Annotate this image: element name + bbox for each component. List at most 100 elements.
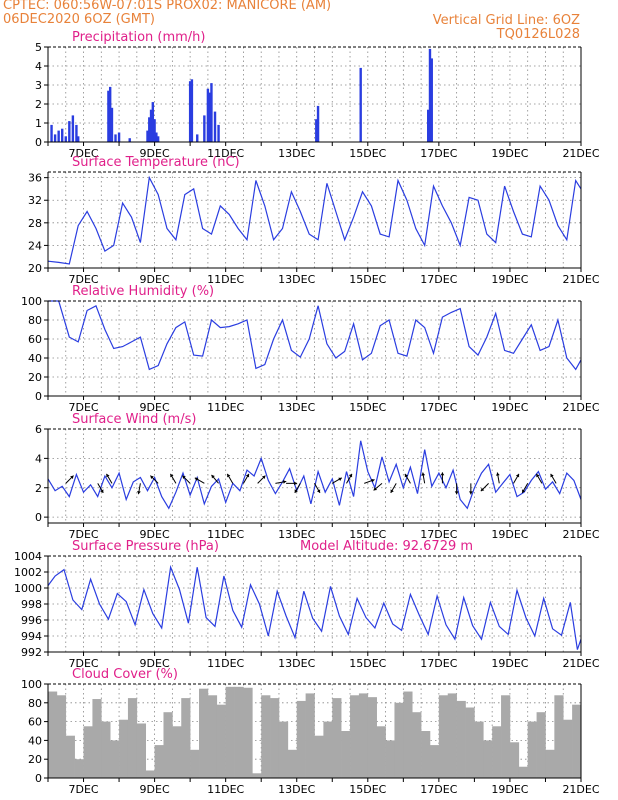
- panel-precip-xtick-label: 21DEC: [562, 147, 599, 160]
- cloud-bar: [163, 712, 173, 778]
- panel-rh-xtick-label: 19DEC: [491, 401, 528, 414]
- panel-temp-ytick-label: 24: [28, 239, 42, 252]
- cloud-bar: [350, 695, 360, 778]
- panel-rh-xtick-label: 11DEC: [207, 401, 244, 414]
- cloud-bar: [358, 693, 369, 778]
- cloud-bar: [243, 687, 253, 778]
- panel-precip-ytick-label: 5: [35, 41, 42, 54]
- panel-precip-ytick-label: 3: [35, 79, 42, 92]
- wind-arrow-head: [182, 475, 186, 479]
- precip-bar: [151, 102, 155, 142]
- panel-cloud-xtick-label: 21DEC: [562, 783, 599, 796]
- panel-cloud-xtick-label: 7DEC: [68, 783, 98, 796]
- panel-pres-ytick-label: 1002: [14, 566, 42, 579]
- cloud-bar: [323, 721, 333, 778]
- precip-bar: [50, 124, 53, 142]
- cloud-bar: [83, 726, 93, 778]
- panel-wind-xtick-label: 15DEC: [349, 528, 386, 541]
- wind-arrow-head: [150, 475, 154, 479]
- cloud-bar: [119, 719, 129, 778]
- panel-rh-xtick-label: 21DEC: [562, 401, 599, 414]
- cloud-bar: [207, 695, 218, 778]
- wind-arrow-head: [348, 473, 353, 478]
- cloud-bar: [92, 699, 102, 778]
- precip-bar: [117, 132, 121, 142]
- panel-pres-xtick-label: 7DEC: [68, 657, 98, 670]
- panel-precip-ytick-label: 1: [35, 117, 42, 130]
- panel-pres-xtick-label: 9DEC: [140, 657, 170, 670]
- wind-arrow-head: [262, 475, 266, 479]
- panel-cloud-ytick-label: 80: [28, 697, 42, 710]
- panel-rh-title: Relative Humidity (%): [72, 284, 214, 299]
- panel-temp-xtick-label: 7DEC: [68, 273, 98, 286]
- cloud-bar: [278, 721, 289, 778]
- cloud-bar: [48, 691, 58, 778]
- panel-wind-series-line: [47, 440, 582, 510]
- panel-precip-xtick-label: 11DEC: [207, 147, 244, 160]
- panel-pres-annotation: Model Altitude: 92.6729 m: [300, 539, 473, 554]
- precip-bar: [68, 121, 71, 142]
- precip-bar: [107, 90, 110, 142]
- wind-arrow-head: [404, 473, 409, 478]
- cloud-bar: [545, 749, 555, 778]
- cloud-bar: [56, 695, 67, 778]
- cloud-bar: [314, 735, 324, 778]
- wind-arrow-head: [137, 490, 141, 495]
- panel-rh-series-line: [48, 300, 582, 371]
- panel-cloud-xtick-label: 15DEC: [349, 783, 386, 796]
- precip-bar: [315, 119, 318, 142]
- panel-temp-xtick-label: 17DEC: [420, 273, 457, 286]
- panel-pres-ytick-label: 998: [21, 598, 42, 611]
- cloud-bar: [394, 702, 404, 778]
- precip-bar: [77, 136, 80, 142]
- panel-cloud-ytick-label: 100: [21, 678, 42, 691]
- wind-arrow-head: [480, 487, 485, 492]
- panel-pres-ytick-label: 1000: [14, 582, 42, 595]
- precip-bar: [428, 48, 432, 142]
- panel-temp-ytick-label: 36: [28, 172, 42, 185]
- panel-pres-xtick-label: 13DEC: [278, 657, 315, 670]
- cloud-bar: [509, 742, 520, 778]
- precip-bar: [217, 124, 220, 142]
- panel-cloud-ytick-label: 40: [28, 734, 42, 747]
- cloud-bar: [563, 719, 573, 778]
- cloud-bar: [412, 712, 422, 778]
- panel-cloud-xtick-label: 9DEC: [140, 783, 170, 796]
- precip-bar: [53, 134, 57, 142]
- panel-precip-ytick-label: 2: [35, 98, 42, 111]
- wind-arrow-head: [316, 489, 321, 493]
- panel-temp-xtick-label: 11DEC: [207, 273, 244, 286]
- precip-bar: [155, 132, 158, 142]
- cloud-bar: [101, 721, 111, 778]
- cloud-bar: [154, 745, 164, 778]
- wind-arrow-head: [294, 481, 298, 486]
- cloud-bar: [225, 686, 235, 778]
- panel-precip-xtick-label: 13DEC: [278, 147, 315, 160]
- precip-bar: [61, 128, 64, 142]
- panel-cloud-xtick-label: 11DEC: [207, 783, 244, 796]
- panel-cloud-xtick-label: 13DEC: [278, 783, 315, 796]
- cloud-bar: [456, 700, 466, 778]
- cloud-bar: [438, 695, 449, 778]
- cloud-bar: [527, 721, 537, 778]
- panel-cloud-ytick-label: 60: [28, 716, 42, 729]
- wind-arrow-head: [170, 473, 174, 478]
- precip-bar: [190, 79, 194, 142]
- panel-temp-xtick-label: 19DEC: [491, 273, 528, 286]
- precip-bar: [188, 81, 192, 142]
- precip-bar: [128, 138, 131, 142]
- panel-wind-xtick-label: 9DEC: [140, 528, 170, 541]
- panel-wind-xtick-label: 17DEC: [420, 528, 457, 541]
- cloud-bar: [572, 704, 582, 778]
- precip-bar: [148, 117, 151, 142]
- cloud-bar: [181, 698, 191, 778]
- cloud-bar: [261, 695, 271, 778]
- cloud-bar: [429, 745, 440, 778]
- panel-wind-xtick-label: 13DEC: [278, 528, 315, 541]
- panel-rh-ytick-label: 80: [28, 314, 42, 327]
- panel-cloud-title: Cloud Cover (%): [72, 667, 178, 682]
- cloud-bar: [127, 698, 138, 778]
- precip-bar: [196, 134, 199, 142]
- panel-pres-ytick-label: 996: [21, 614, 42, 627]
- precip-bar: [149, 109, 153, 142]
